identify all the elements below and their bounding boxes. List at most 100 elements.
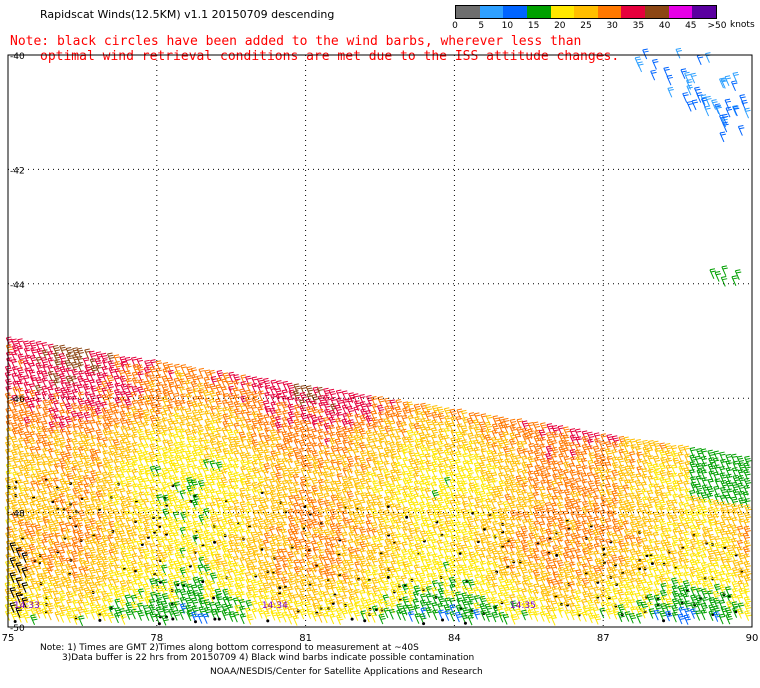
wind-barb	[534, 611, 540, 621]
wind-barb	[210, 384, 217, 394]
wind-barb	[678, 614, 685, 624]
wind-barb	[721, 276, 727, 286]
wind-barb	[636, 474, 642, 484]
wind-barb	[79, 616, 85, 626]
wind-barb	[443, 562, 449, 572]
wind-barb	[396, 399, 402, 409]
wind-barb	[5, 366, 12, 376]
wind-barb	[210, 406, 216, 416]
wind-barb	[714, 465, 720, 475]
wind-barb	[263, 378, 270, 388]
wind-barb	[649, 609, 656, 619]
wind-barb	[48, 344, 54, 354]
wind-barb	[336, 432, 343, 442]
wind-barb	[426, 461, 433, 471]
wind-barb	[258, 407, 264, 417]
wind-barb	[348, 609, 354, 619]
contamination-circle	[441, 618, 444, 621]
wind-barb	[685, 72, 691, 82]
wind-barb	[306, 504, 312, 514]
wind-barb	[247, 615, 254, 625]
wind-barb	[246, 474, 253, 484]
wind-barb	[173, 512, 179, 522]
wind-barb	[337, 474, 343, 484]
wind-barb	[283, 542, 289, 552]
contamination-circle	[213, 618, 216, 621]
wind-barb	[294, 468, 301, 478]
wind-barb	[456, 495, 462, 505]
contamination-circle	[218, 618, 221, 621]
wind-barb	[683, 93, 689, 103]
wind-barb	[715, 543, 722, 553]
wind-barb	[331, 572, 337, 582]
wind-barb	[744, 478, 751, 488]
wind-barb	[474, 505, 480, 515]
wind-barb	[113, 509, 120, 519]
wind-barb	[437, 540, 443, 550]
y-tick-label: -46	[10, 395, 25, 405]
wind-barb	[697, 55, 703, 65]
wind-barb	[91, 413, 97, 423]
wind-barb	[706, 96, 712, 106]
wind-barb	[168, 370, 174, 380]
contamination-circle	[98, 619, 101, 622]
wind-barb	[145, 471, 151, 481]
contamination-circle	[405, 516, 408, 519]
wind-barb	[41, 454, 47, 464]
contamination-circle	[194, 620, 197, 623]
wind-barb	[605, 588, 612, 598]
wind-barb	[180, 490, 186, 500]
wind-barb	[631, 445, 637, 455]
wind-barb	[654, 470, 661, 480]
wind-barb	[54, 464, 60, 474]
wind-barb	[521, 610, 528, 620]
contamination-circle	[464, 622, 467, 625]
wind-barb	[720, 571, 726, 581]
wind-barb	[541, 493, 548, 503]
contamination-circle	[555, 554, 558, 557]
wind-barb	[138, 443, 144, 453]
wind-barb	[199, 368, 205, 378]
wind-barb	[71, 523, 77, 533]
wind-barb	[186, 444, 192, 454]
wind-barb	[652, 59, 658, 69]
wind-barb	[629, 613, 636, 623]
wind-barb	[78, 392, 84, 402]
wind-barb	[102, 360, 108, 370]
wind-barb	[445, 611, 451, 621]
wind-barb	[288, 614, 294, 624]
wind-barb	[570, 548, 576, 558]
wind-barb	[636, 440, 643, 450]
wind-barb	[594, 614, 601, 624]
wind-barb	[683, 581, 690, 591]
wind-barb	[84, 608, 91, 618]
wind-barb	[737, 456, 744, 466]
wind-barb	[323, 613, 329, 623]
wind-barb	[671, 451, 678, 461]
wind-barb	[60, 403, 66, 413]
contamination-circle	[662, 619, 665, 622]
wind-barb	[145, 569, 151, 579]
contamination-circle	[158, 622, 161, 625]
wind-barb	[73, 615, 80, 625]
wind-barb	[552, 447, 559, 457]
wind-barb	[150, 402, 157, 412]
wind-barb	[455, 612, 462, 622]
wind-barb	[79, 510, 86, 520]
wind-barb	[389, 609, 395, 619]
contamination-circle	[213, 541, 216, 544]
wind-barb	[150, 409, 156, 419]
wind-barb	[355, 456, 361, 466]
time-label: 14:34	[262, 601, 288, 611]
wind-barb	[588, 593, 595, 603]
wind-barb	[462, 522, 469, 532]
wind-barb	[221, 519, 228, 529]
y-tick-label: -48	[10, 510, 25, 520]
wind-barb	[480, 561, 486, 571]
wind-barb	[420, 614, 427, 624]
wind-barb	[108, 577, 114, 587]
wind-barb	[576, 499, 582, 509]
wind-barb	[151, 550, 157, 560]
wind-barb	[181, 394, 187, 404]
wind-barb	[402, 415, 408, 425]
